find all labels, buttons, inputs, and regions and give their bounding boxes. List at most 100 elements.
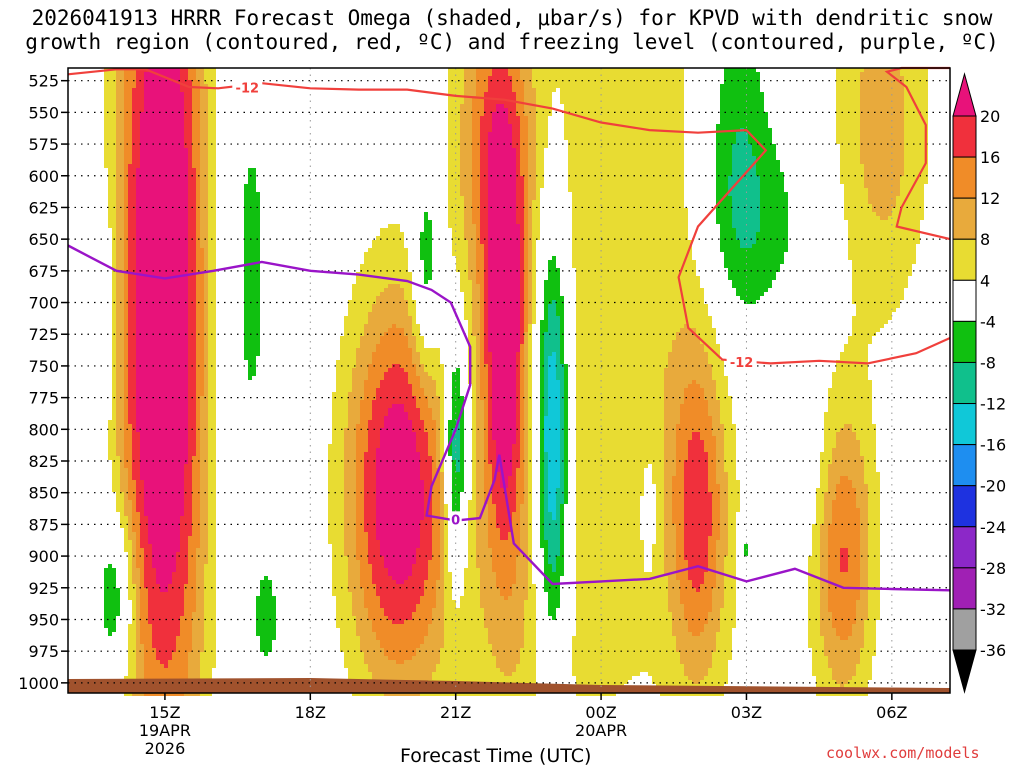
omega-cell	[576, 616, 672, 620]
omega-cell	[116, 496, 124, 500]
omega-cell	[128, 668, 136, 672]
omega-cell	[380, 432, 416, 436]
omega-cell	[516, 400, 520, 404]
omega-cell	[832, 520, 860, 524]
omega-cell	[496, 580, 516, 584]
omega-cell	[340, 336, 360, 340]
omega-cell	[116, 172, 124, 176]
omega-cell	[488, 280, 520, 284]
credit-link[interactable]: coolwx.com/models	[826, 744, 980, 762]
omega-cell	[332, 420, 348, 424]
omega-cell	[724, 580, 736, 584]
omega-cell	[104, 136, 116, 140]
omega-cell	[852, 280, 908, 284]
omega-cell	[544, 456, 548, 460]
omega-cell	[524, 488, 528, 492]
x-tick-label: 00Z	[585, 703, 616, 722]
omega-cell	[816, 504, 824, 508]
omega-cell	[476, 420, 484, 424]
omega-cell	[720, 104, 764, 108]
omega-cell	[676, 440, 688, 444]
omega-cell	[116, 424, 124, 428]
omega-cell	[524, 216, 528, 220]
omega-cell	[708, 544, 716, 548]
omega-cell	[836, 96, 860, 100]
omega-cell	[520, 412, 524, 416]
omega-cell	[576, 544, 644, 548]
omega-cell	[488, 400, 492, 404]
omega-cell	[400, 284, 412, 288]
omega-cell	[848, 476, 864, 480]
omega-cell	[196, 432, 200, 436]
omega-cell	[200, 244, 208, 248]
omega-cell	[708, 404, 720, 408]
omega-cell	[572, 196, 684, 200]
omega-cell	[716, 576, 724, 580]
omega-cell	[760, 216, 788, 220]
omega-cell	[560, 412, 564, 416]
omega-cell	[356, 472, 364, 476]
omega-cell	[728, 552, 736, 556]
omega-cell	[124, 136, 132, 140]
omega-cell	[520, 528, 528, 532]
omega-cell	[820, 616, 832, 620]
omega-cell	[404, 368, 416, 372]
omega-cell	[452, 440, 460, 444]
omega-cell	[368, 432, 380, 436]
omega-cell	[332, 396, 348, 400]
omega-cell	[520, 404, 524, 408]
omega-cell	[576, 388, 664, 392]
omega-cell	[528, 468, 532, 472]
omega-cell	[664, 484, 672, 488]
omega-cell	[844, 196, 868, 200]
omega-cell	[568, 140, 684, 144]
omega-cell	[664, 528, 676, 532]
omega-cell	[396, 324, 412, 328]
omega-cell	[424, 592, 436, 596]
omega-cell	[512, 448, 520, 452]
omega-cell	[528, 220, 532, 224]
omega-cell	[476, 268, 484, 272]
omega-cell	[248, 176, 256, 180]
omega-cell	[352, 604, 364, 608]
omega-cell	[188, 248, 196, 252]
omega-cell	[524, 364, 528, 368]
omega-cell	[192, 112, 200, 116]
omega-cell	[124, 232, 128, 236]
omega-cell	[116, 128, 124, 132]
omega-cell	[684, 516, 712, 520]
omega-cell	[576, 348, 672, 352]
omega-cell	[528, 520, 532, 524]
omega-cell	[544, 452, 548, 456]
omega-cell	[208, 264, 216, 268]
omega-cell	[516, 188, 524, 192]
omega-cell	[476, 528, 488, 532]
omega-cell	[136, 200, 188, 204]
omega-cell	[656, 500, 664, 504]
omega-cell	[260, 592, 272, 596]
omega-cell	[356, 464, 364, 468]
omega-cell	[468, 368, 476, 372]
omega-cell	[468, 540, 476, 544]
omega-cell	[196, 548, 208, 552]
omega-cell	[432, 468, 440, 472]
omega-cell	[704, 572, 716, 576]
omega-cell	[716, 184, 728, 188]
omega-cell	[868, 536, 880, 540]
omega-cell	[844, 188, 868, 192]
omega-cell	[136, 360, 188, 364]
omega-cell	[708, 460, 716, 464]
omega-cell	[716, 460, 724, 464]
omega-cell	[472, 452, 476, 456]
omega-cell	[860, 508, 868, 512]
omega-cell	[520, 432, 524, 436]
omega-cell	[676, 472, 684, 476]
omega-cell	[540, 508, 544, 512]
omega-cell	[432, 408, 440, 412]
omega-cell	[420, 524, 432, 528]
omega-cell	[676, 564, 688, 568]
omega-cell	[680, 660, 712, 664]
omega-cell	[136, 204, 188, 208]
omega-cell	[472, 212, 480, 216]
omega-cell	[832, 376, 868, 380]
